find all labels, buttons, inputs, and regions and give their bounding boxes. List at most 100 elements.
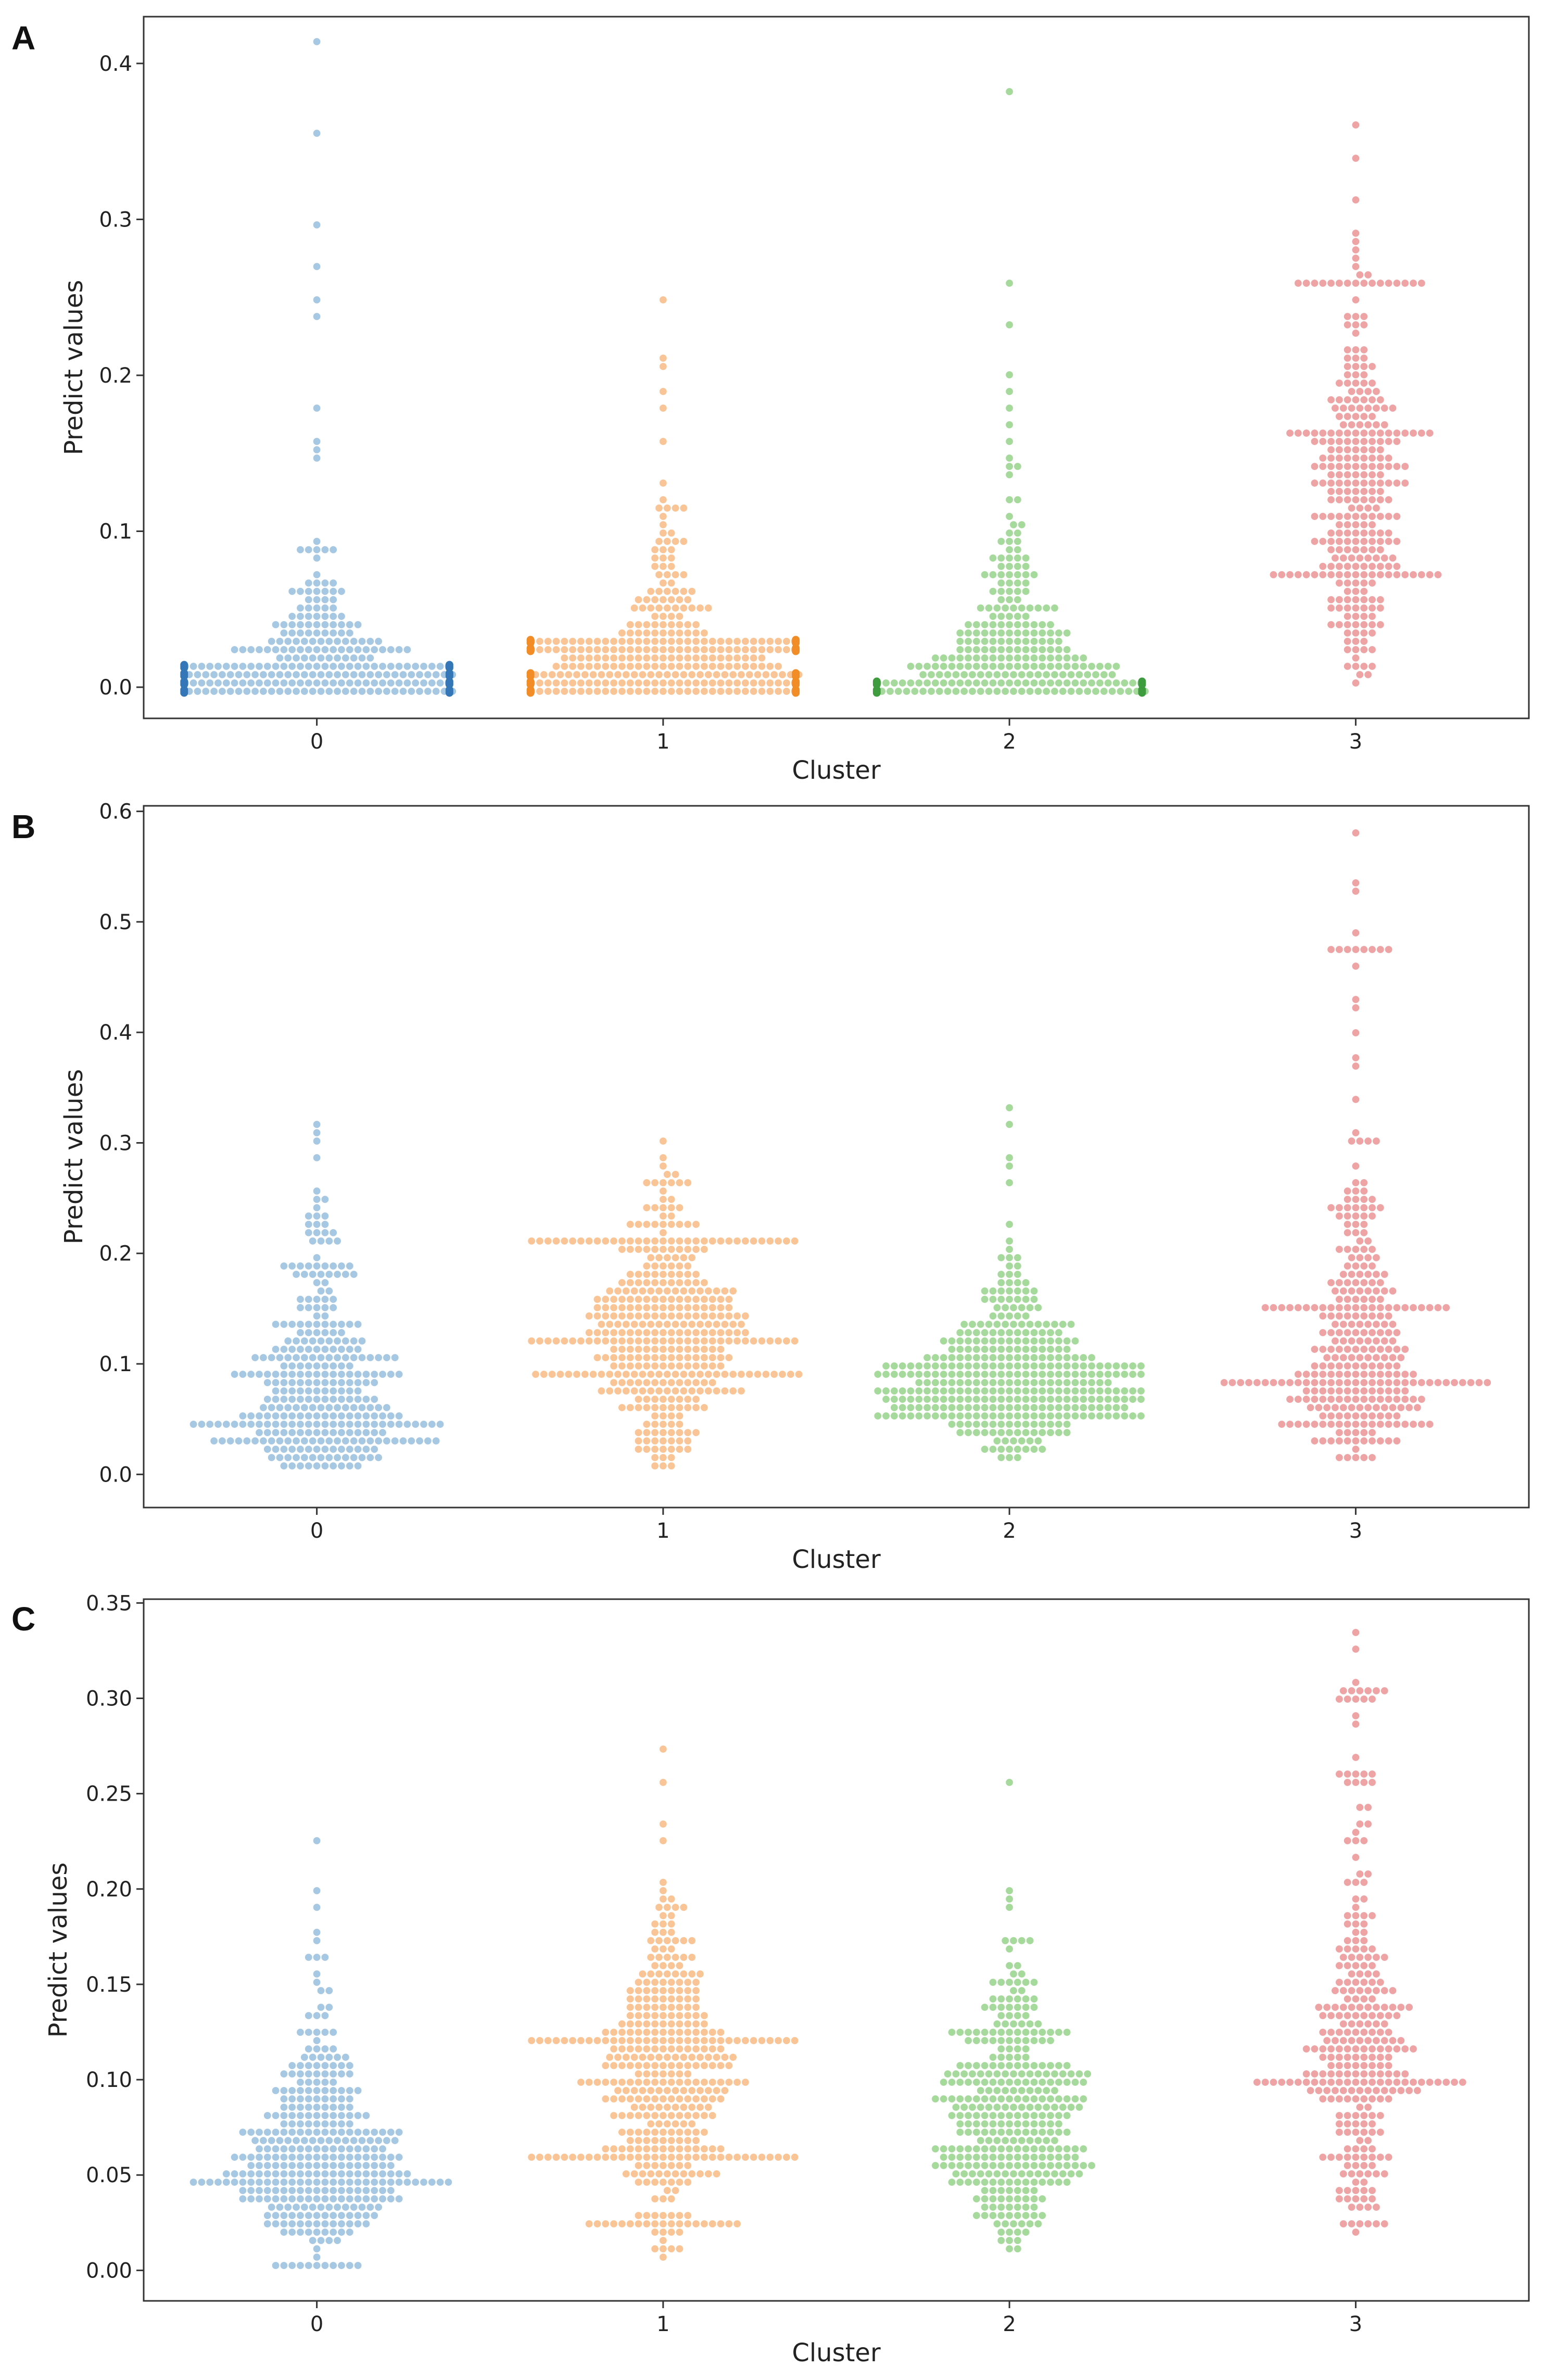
- data-point: [304, 1386, 313, 1396]
- data-point: [1021, 1328, 1030, 1337]
- data-point: [931, 2161, 940, 2170]
- data-point: [341, 1353, 350, 1362]
- data-point: [1038, 2078, 1047, 2087]
- data-point: [1351, 237, 1360, 246]
- data-point: [658, 2252, 668, 2262]
- data-point: [300, 1403, 309, 1412]
- data-point: [922, 1411, 932, 1421]
- data-point: [695, 2086, 705, 2095]
- data-point: [650, 1311, 660, 1321]
- data-point: [956, 2061, 965, 2070]
- data-point: [1364, 2003, 1373, 2012]
- data-point: [1021, 637, 1030, 646]
- data-point: [695, 2053, 705, 2062]
- data-point: [1017, 1436, 1026, 1446]
- data-point: [658, 353, 668, 363]
- data-point: [658, 1445, 668, 1454]
- data-point: [593, 1236, 602, 1246]
- data-point: [304, 2261, 313, 2270]
- data-point: [1380, 1336, 1389, 1346]
- data-point: [732, 2153, 742, 2162]
- data-point: [419, 1420, 428, 1429]
- data-point: [1343, 545, 1352, 554]
- data-point: [1360, 1378, 1369, 1387]
- data-point: [626, 1245, 635, 1254]
- data-point: [601, 2144, 610, 2154]
- data-point: [679, 2119, 688, 2129]
- data-point: [1351, 1195, 1360, 1204]
- data-point: [296, 545, 305, 554]
- data-point: [915, 1378, 923, 1387]
- data-point: [308, 2236, 317, 2245]
- data-point: [650, 2128, 660, 2137]
- data-point: [700, 1303, 709, 1312]
- data-point: [329, 1261, 338, 1271]
- data-point: [1351, 653, 1360, 663]
- data-point: [1351, 1853, 1360, 1862]
- data-point: [622, 1370, 630, 1379]
- data-point: [1013, 1295, 1022, 1304]
- data-point: [679, 2086, 688, 2095]
- data-point: [638, 1370, 647, 1379]
- data-point: [601, 2028, 610, 2037]
- data-point: [1360, 1261, 1369, 1271]
- data-point: [667, 2144, 676, 2154]
- data-point: [658, 1986, 668, 1995]
- data-point: [259, 1436, 268, 1446]
- data-point: [304, 2094, 313, 2104]
- data-point: [634, 2136, 643, 2145]
- data-point: [1458, 2078, 1467, 2087]
- data-point: [679, 2053, 688, 2062]
- data-point: [626, 645, 635, 654]
- y-tick-label: 0.0: [99, 1463, 132, 1487]
- data-point: [1038, 2061, 1047, 2070]
- data-point: [1021, 2094, 1030, 2104]
- data-point: [280, 628, 288, 638]
- data-point: [1030, 2211, 1039, 2220]
- data-point: [1038, 2036, 1047, 2045]
- data-point: [700, 1345, 709, 1354]
- data-point: [947, 1336, 956, 1346]
- data-point: [1360, 1203, 1369, 1212]
- data-point: [271, 1320, 280, 1329]
- data-point: [1351, 462, 1360, 471]
- data-point: [1034, 2136, 1043, 2145]
- data-point: [667, 595, 676, 604]
- data-point: [568, 1236, 577, 1246]
- data-point: [337, 1461, 346, 1471]
- data-point: [712, 1320, 721, 1329]
- data-point: [658, 2178, 668, 2187]
- data-point: [366, 1353, 375, 1362]
- data-point: [321, 1228, 330, 1237]
- data-point: [675, 1295, 684, 1304]
- data-point: [312, 1278, 321, 1287]
- data-point: [749, 653, 758, 663]
- data-point: [1013, 1961, 1022, 1970]
- data-point: [1417, 428, 1426, 438]
- data-point: [997, 645, 1006, 654]
- data-point: [1351, 2144, 1360, 2154]
- data-point: [1384, 570, 1393, 579]
- data-point: [675, 2244, 684, 2254]
- data-point: [997, 2178, 1006, 2187]
- data-point: [997, 1994, 1006, 2004]
- data-point: [280, 1420, 288, 1429]
- data-point: [906, 662, 915, 671]
- data-point: [271, 2086, 280, 2095]
- data-point: [197, 2178, 206, 2187]
- data-point: [1009, 687, 1018, 696]
- data-point: [642, 1178, 651, 1187]
- data-point: [716, 2028, 725, 2037]
- data-point: [263, 1428, 272, 1437]
- data-point: [1009, 2136, 1018, 2145]
- data-point: [695, 603, 705, 613]
- data-point: [989, 2028, 997, 2037]
- data-point: [1071, 678, 1080, 688]
- data-point: [1360, 2144, 1369, 2154]
- data-point: [1434, 1303, 1442, 1312]
- data-point: [952, 687, 960, 696]
- data-point: [345, 2061, 354, 2070]
- data-point: [1351, 2053, 1360, 2062]
- data-point: [960, 2069, 969, 2079]
- data-point: [716, 1361, 725, 1371]
